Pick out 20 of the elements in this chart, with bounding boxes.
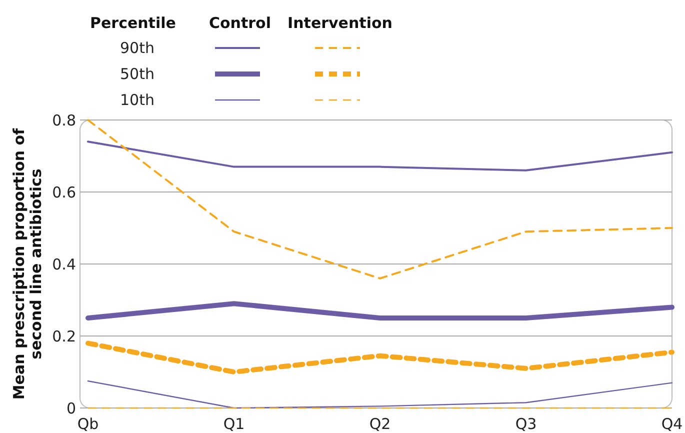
line-series [87,140,673,172]
text: 90th [120,39,154,57]
y-tick-label: 0.2 [52,327,76,346]
line-series [87,119,673,280]
y-tick-label: 0 [66,399,76,418]
text: 10th [120,91,154,109]
y-tick-label: 0.6 [52,183,76,202]
legend-title: Percentile [90,14,176,32]
y-tick-label: 0.8 [52,111,76,130]
y-axis-title: Mean prescription proportion of second line antibiotics [10,128,45,400]
x-tick-label: Qb [77,415,99,433]
x-tick-label: Q3 [515,415,537,433]
text: Intervention [288,14,392,32]
text: 50th [120,65,154,83]
y-tick-label: 0.4 [52,255,76,274]
x-tick-label: Q1 [223,415,245,433]
x-tick-label: Q4 [661,415,683,433]
x-tick-label: Q2 [369,415,391,433]
text: Control [208,14,272,32]
line-series [87,380,673,409]
